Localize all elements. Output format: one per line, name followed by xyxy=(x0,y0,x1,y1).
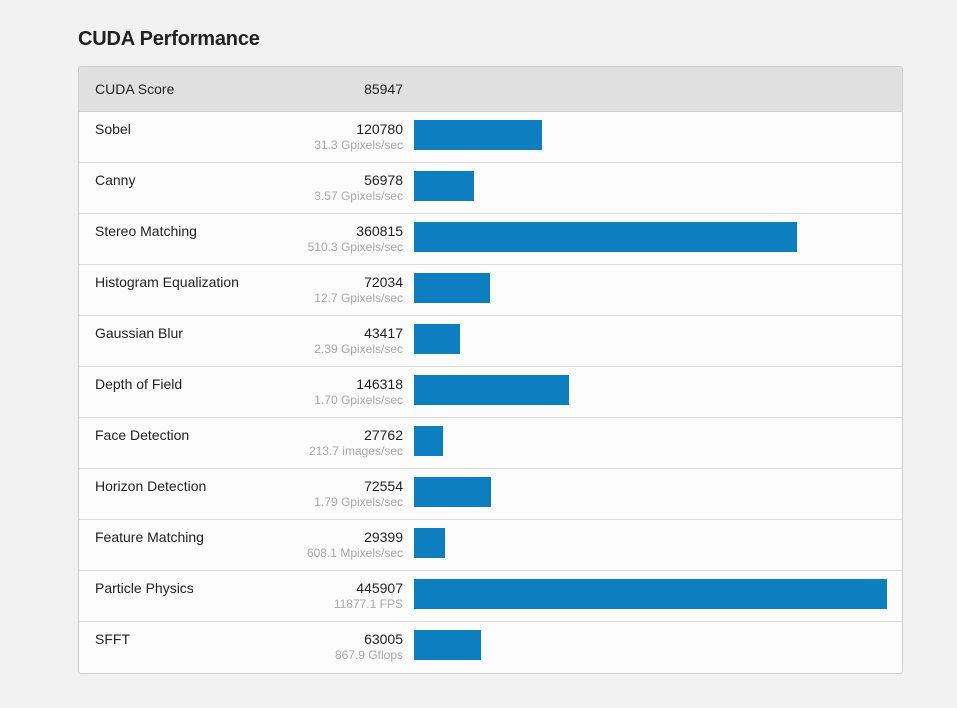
benchmark-rate: 510.3 Gpixels/sec xyxy=(307,240,403,254)
benchmark-score: 360815 xyxy=(356,223,403,239)
benchmark-label: SFFT xyxy=(95,631,130,647)
benchmark-label: Canny xyxy=(95,172,136,188)
benchmark-label: Depth of Field xyxy=(95,376,183,392)
benchmark-rate: 3.57 Gpixels/sec xyxy=(314,189,403,203)
benchmark-score: 120780 xyxy=(356,121,403,137)
bar-track xyxy=(414,273,887,303)
benchmark-label: Gaussian Blur xyxy=(95,325,183,341)
summary-row: CUDA Score 85947 xyxy=(79,67,902,112)
score-bar xyxy=(414,528,445,558)
benchmark-score: 445907 xyxy=(356,580,403,596)
score-bar xyxy=(414,222,797,252)
benchmark-row-sobel: Sobel 120780 31.3 Gpixels/sec xyxy=(79,112,902,162)
benchmark-score: 72034 xyxy=(364,274,403,290)
benchmark-row-gaussian-blur: Gaussian Blur 43417 2.39 Gpixels/sec xyxy=(79,315,902,366)
score-bar xyxy=(414,324,460,354)
benchmark-score: 63005 xyxy=(364,631,403,647)
benchmark-rate: 1.70 Gpixels/sec xyxy=(314,393,403,407)
benchmark-label: Particle Physics xyxy=(95,580,194,596)
benchmark-rate: 31.3 Gpixels/sec xyxy=(314,138,403,152)
bar-track xyxy=(414,120,887,150)
bar-track xyxy=(414,426,887,456)
score-bar xyxy=(414,375,569,405)
benchmark-label: Face Detection xyxy=(95,427,190,443)
bar-track xyxy=(414,171,887,201)
benchmark-score: 43417 xyxy=(364,325,403,341)
benchmark-row-stereo-matching: Stereo Matching 360815 510.3 Gpixels/sec xyxy=(79,213,902,264)
bar-track xyxy=(414,630,887,660)
benchmark-row-feature-matching: Feature Matching 29399 608.1 Mpixels/sec xyxy=(79,519,902,570)
benchmark-rate: 12.7 Gpixels/sec xyxy=(314,291,403,305)
bar-track xyxy=(414,222,887,252)
benchmark-row-sfft: SFFT 63005 867.9 Gflops xyxy=(79,621,902,672)
bar-track xyxy=(414,477,887,507)
benchmark-rate: 2.39 Gpixels/sec xyxy=(314,342,403,356)
summary-label: CUDA Score xyxy=(95,81,175,97)
score-bar xyxy=(414,120,542,150)
benchmark-row-horizon-detection: Horizon Detection 72554 1.79 Gpixels/sec xyxy=(79,468,902,519)
score-bar xyxy=(414,630,481,660)
benchmark-rate: 11877.1 FPS xyxy=(333,597,403,611)
benchmark-score: 27762 xyxy=(364,427,403,443)
benchmark-table: CUDA Score 85947 Sobel 120780 31.3 Gpixe… xyxy=(78,66,903,674)
score-bar xyxy=(414,426,443,456)
benchmark-row-face-detection: Face Detection 27762 213.7 images/sec xyxy=(79,417,902,468)
bar-track xyxy=(414,375,887,405)
score-bar xyxy=(414,171,474,201)
page-title: CUDA Performance xyxy=(78,28,260,50)
benchmark-rate: 867.9 Gflops xyxy=(334,648,403,662)
bar-track xyxy=(414,324,887,354)
benchmark-score: 29399 xyxy=(364,529,403,545)
bar-track xyxy=(414,579,887,609)
score-bar xyxy=(414,579,887,609)
benchmark-row-depth-of-field: Depth of Field 146318 1.70 Gpixels/sec xyxy=(79,366,902,417)
benchmark-row-canny: Canny 56978 3.57 Gpixels/sec xyxy=(79,162,902,213)
score-bar xyxy=(414,477,491,507)
benchmark-label: Stereo Matching xyxy=(95,223,197,239)
bar-track xyxy=(414,528,887,558)
benchmark-label: Sobel xyxy=(95,121,131,137)
benchmark-label: Horizon Detection xyxy=(95,478,207,494)
benchmark-rate: 213.7 images/sec xyxy=(308,444,403,458)
benchmark-rate: 608.1 Mpixels/sec xyxy=(306,546,403,560)
benchmark-row-histogram-equalization: Histogram Equalization 72034 12.7 Gpixel… xyxy=(79,264,902,315)
benchmark-score: 146318 xyxy=(356,376,403,392)
benchmark-score: 72554 xyxy=(364,478,403,494)
benchmark-row-particle-physics: Particle Physics 445907 11877.1 FPS xyxy=(79,570,902,621)
score-bar xyxy=(414,273,490,303)
summary-score: 85947 xyxy=(364,81,403,97)
benchmark-rate: 1.79 Gpixels/sec xyxy=(314,495,403,509)
benchmark-label: Feature Matching xyxy=(95,529,204,545)
benchmark-label: Histogram Equalization xyxy=(95,274,239,290)
benchmark-score: 56978 xyxy=(364,172,403,188)
